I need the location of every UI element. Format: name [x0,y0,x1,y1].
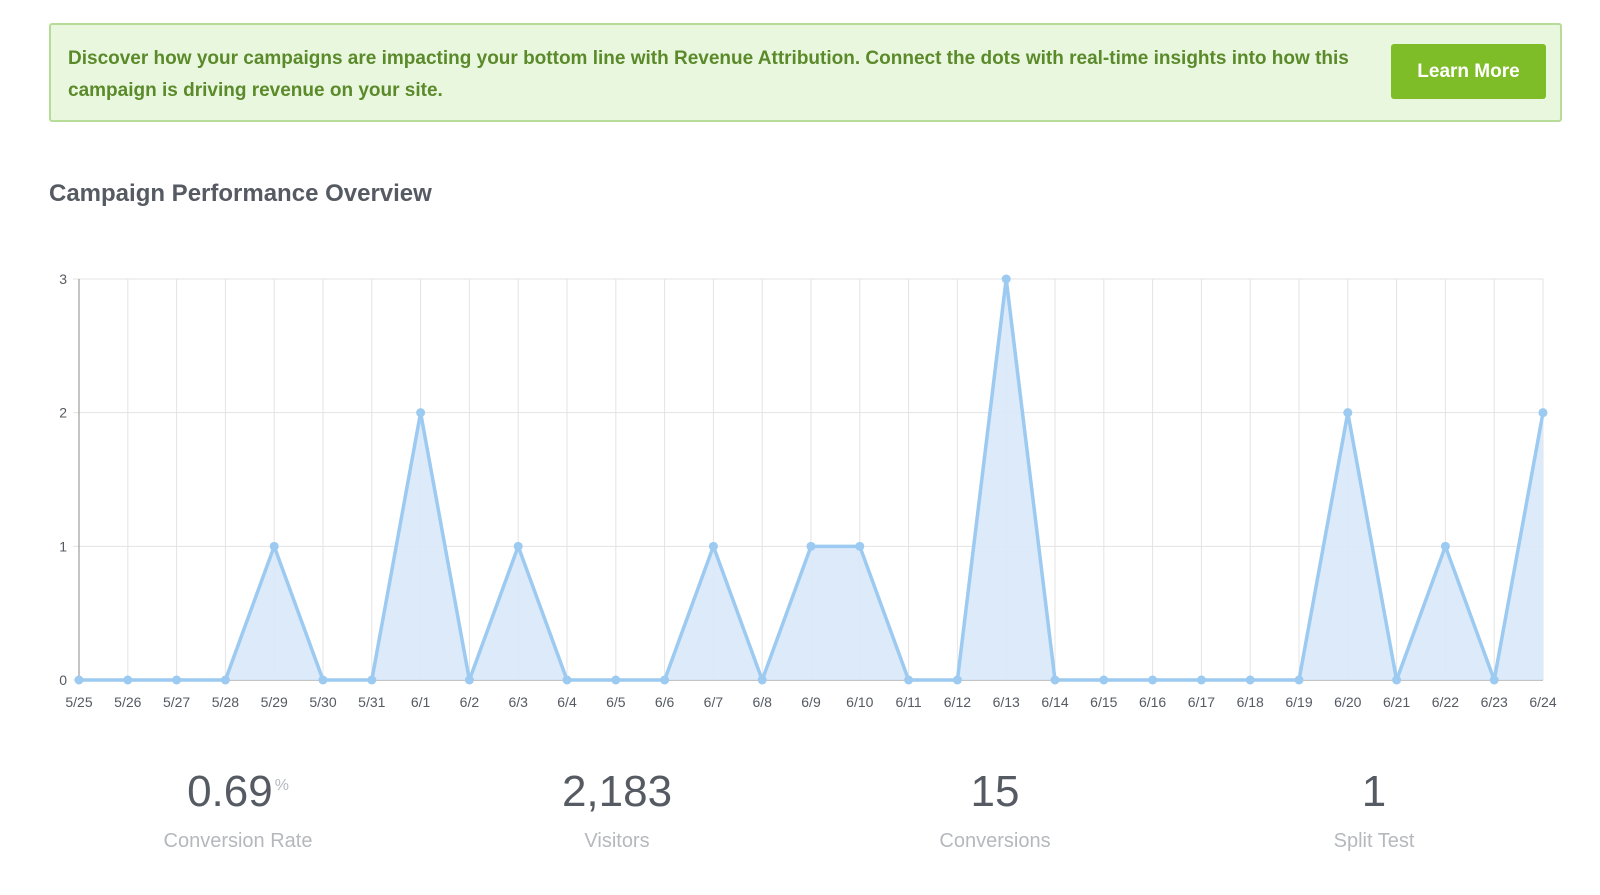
series-area [79,279,1543,680]
x-tick-label: 6/6 [655,694,675,710]
data-point [562,675,572,685]
data-point [74,675,84,685]
data-point [1538,408,1548,418]
x-tick-label: 6/18 [1237,694,1264,710]
stat-conversions: 15 Conversions [845,770,1145,853]
x-tick-label: 6/12 [944,694,971,710]
stat-split-test: 1 Split Test [1224,770,1524,853]
data-point [416,408,426,418]
y-tick-label: 3 [59,271,67,287]
x-tick-label: 6/24 [1529,694,1556,710]
banner-text: Discover how your campaigns are impactin… [68,48,1349,101]
x-tick-label: 6/9 [801,694,821,710]
stat-value: 15 [970,767,1020,816]
revenue-attribution-banner: Discover how your campaigns are impactin… [49,23,1562,122]
x-tick-label: 5/30 [309,694,336,710]
x-tick-label: 5/31 [358,694,385,710]
data-point [1489,675,1499,685]
campaign-performance-chart: 0 1 2 3 5/25 5/26 5/27 5/28 5/29 5/30 5/31 6/1 6/2 6/… [59,271,1557,710]
data-point [1245,675,1255,685]
data-point [611,675,621,685]
data-point [660,675,670,685]
stat-label: Conversions [939,830,1051,852]
data-point [1440,541,1450,551]
data-point [220,675,230,685]
x-tick-label: 6/1 [411,694,431,710]
x-tick-label: 6/11 [895,694,921,710]
data-point [1148,675,1158,685]
data-point [952,675,962,685]
data-point [269,541,279,551]
x-tick-label: 5/25 [65,694,92,710]
x-tick-label: 5/27 [163,694,190,710]
x-tick-label: 6/19 [1285,694,1312,710]
stat-unit: % [274,777,289,795]
stat-value: 2,183 [561,767,673,816]
data-point [1392,675,1402,685]
x-tick-label: 6/10 [846,694,873,710]
x-tick-label: 6/20 [1334,694,1361,710]
x-tick-label: 6/7 [704,694,724,710]
stat-value: 1 [1361,767,1387,816]
data-point [1196,675,1206,685]
x-tick-label: 6/17 [1188,694,1215,710]
x-tick-label: 6/3 [508,694,528,710]
x-tick-label: 6/13 [993,694,1020,710]
stat-value: 0.69 [187,767,273,816]
x-tick-label: 6/4 [557,694,577,710]
y-tick-label: 2 [59,405,67,421]
x-tick-label: 6/5 [606,694,626,710]
data-point [806,541,816,551]
data-point [318,675,328,685]
x-tick-label: 6/16 [1139,694,1166,710]
data-point [464,675,474,685]
x-tick-label: 5/29 [261,694,288,710]
x-tick-label: 6/8 [752,694,772,710]
stat-conversion-rate: 0.69% Conversion Rate [88,770,388,853]
x-tick-label: 6/22 [1432,694,1459,710]
x-tick-label: 5/26 [114,694,141,710]
stats-summary: 0.69% Conversion Rate 2,183 Visitors 15 … [0,770,1600,895]
stat-label: Visitors [584,830,650,852]
x-tick-label: 6/15 [1090,694,1117,710]
data-point [1001,274,1011,284]
learn-more-button[interactable]: Learn More [1391,44,1546,99]
data-point [123,675,133,685]
x-tick-label: 5/28 [212,694,239,710]
y-tick-label: 1 [59,538,67,554]
data-point [904,675,914,685]
y-tick-label: 0 [59,672,67,688]
data-point [1050,675,1060,685]
data-point [1343,408,1353,418]
x-tick-label: 6/21 [1383,694,1410,710]
data-point [367,675,377,685]
x-tick-label: 6/14 [1041,694,1068,710]
data-point [1099,675,1109,685]
data-point [855,541,865,551]
page-title: Campaign Performance Overview [49,180,432,207]
data-point [1294,675,1304,685]
stat-visitors: 2,183 Visitors [467,770,767,853]
data-point [757,675,767,685]
data-point [513,541,523,551]
stat-label: Conversion Rate [163,830,313,852]
x-tick-label: 6/2 [460,694,480,710]
x-tick-label: 6/23 [1481,694,1508,710]
data-point [172,675,182,685]
data-point [708,541,718,551]
stat-label: Split Test [1333,830,1415,852]
